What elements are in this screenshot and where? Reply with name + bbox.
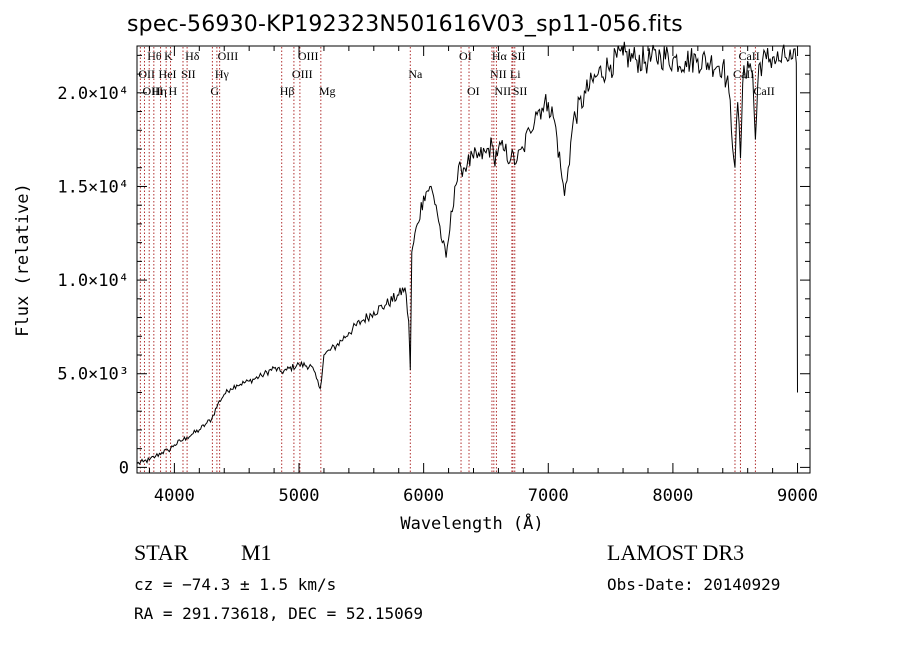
line-marker-label: Na bbox=[408, 67, 423, 81]
line-marker-label: H bbox=[169, 84, 178, 98]
x-tick-label: 5000 bbox=[279, 486, 320, 506]
x-tick-label: 8000 bbox=[652, 486, 693, 506]
line-marker-label: SII bbox=[181, 67, 196, 81]
line-markers: Hθ OII OIII K HeI Hη H Hδ SII OIII Hγ G Hβ OIII OIII Mg… bbox=[138, 47, 775, 472]
observation-date: Obs-Date: 20140929 bbox=[607, 575, 781, 594]
y-tick-label: 5.0×10³ bbox=[57, 365, 129, 385]
line-marker-label: HeI bbox=[159, 67, 177, 81]
chart-title: spec-56930-KP192323N501616V03_sp11-056.f… bbox=[127, 12, 683, 37]
object-subclass: M1 bbox=[241, 540, 272, 565]
x-axis-label: Wavelength (Å) bbox=[400, 512, 543, 534]
spectrum-series bbox=[136, 41, 798, 465]
axes: 4000 5000 6000 7000 8000 9000 0 5.0×10³ 1.0×10⁴ 1… bbox=[57, 46, 818, 506]
line-marker-label: Hη bbox=[152, 84, 167, 98]
line-marker-label: CaII bbox=[753, 84, 774, 98]
line-marker-label: NII bbox=[494, 84, 511, 98]
line-marker-label: SII bbox=[511, 49, 526, 63]
line-marker-label: OIII bbox=[218, 49, 239, 63]
y-tick-label: 1.5×10⁴ bbox=[57, 177, 129, 197]
line-marker-label: Hα bbox=[492, 49, 508, 63]
line-marker-label: NII bbox=[490, 67, 507, 81]
y-tick-label: 2.0×10⁴ bbox=[57, 84, 129, 104]
x-tick-label: 6000 bbox=[403, 486, 444, 506]
line-marker-label: Hθ bbox=[147, 49, 162, 63]
line-marker-label: G bbox=[210, 84, 219, 98]
line-marker-label: K bbox=[164, 49, 173, 63]
x-tick-label: 9000 bbox=[777, 486, 818, 506]
line-marker-label: OII bbox=[138, 67, 155, 81]
plot-frame bbox=[136, 45, 811, 474]
line-marker-label: Hβ bbox=[280, 84, 295, 98]
line-marker-label: OI bbox=[459, 49, 472, 63]
coordinates: RA = 291.73618, DEC = 52.15069 bbox=[134, 604, 423, 623]
y-tick-label: 0 bbox=[119, 458, 129, 478]
survey-name: LAMOST DR3 bbox=[607, 540, 745, 565]
line-marker-label: Hγ bbox=[215, 67, 230, 81]
object-type: STAR bbox=[134, 540, 189, 565]
x-tick-label: 7000 bbox=[528, 486, 569, 506]
line-marker-label: OIII bbox=[298, 49, 319, 63]
line-marker-label: SII bbox=[513, 84, 528, 98]
line-marker-label: Mg bbox=[319, 84, 336, 98]
x-tick-label: 4000 bbox=[154, 486, 195, 506]
line-marker-label: OI bbox=[467, 84, 480, 98]
line-marker-label: CaII bbox=[738, 49, 759, 63]
line-marker-label: Li bbox=[510, 67, 521, 81]
y-tick-label: 1.0×10⁴ bbox=[57, 271, 129, 291]
line-marker-label: OIII bbox=[142, 84, 163, 98]
line-marker-label: OIII bbox=[292, 67, 313, 81]
y-axis-label: Flux (relative) bbox=[13, 183, 33, 337]
spectrum-line bbox=[136, 41, 798, 465]
line-marker-label: Hδ bbox=[185, 49, 200, 63]
redshift-value: cz = −74.3 ± 1.5 km/s bbox=[134, 575, 337, 594]
